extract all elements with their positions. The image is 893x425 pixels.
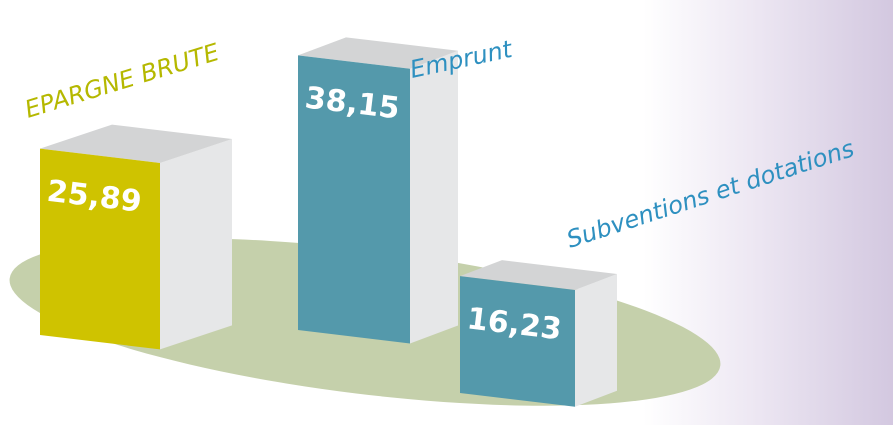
bar-top <box>460 260 617 290</box>
bar-top <box>298 37 458 69</box>
bar-top <box>40 124 232 163</box>
bar-side <box>410 50 458 344</box>
bar <box>40 148 160 350</box>
bar-side <box>575 273 617 407</box>
bar <box>460 276 575 407</box>
bar <box>298 55 410 344</box>
bar-side <box>160 138 232 350</box>
